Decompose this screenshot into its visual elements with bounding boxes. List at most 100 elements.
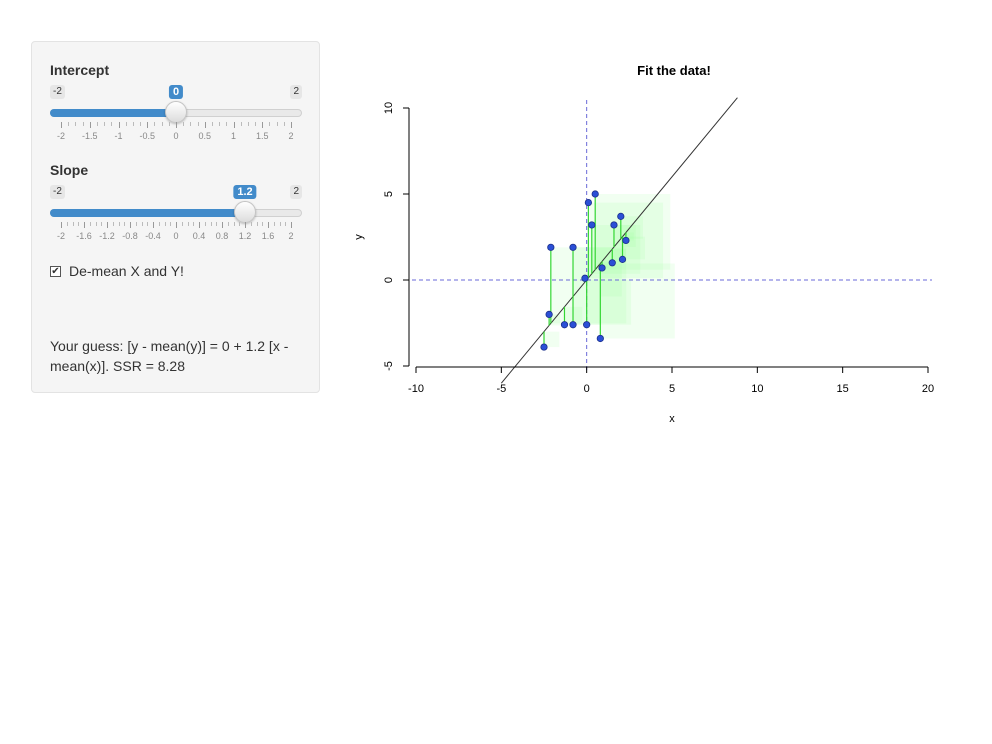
intercept-slider-major-tick: [118, 122, 120, 128]
intercept-slider-tick-label: -1: [114, 131, 123, 141]
x-tick-label: -5: [496, 383, 506, 395]
data-point: [617, 212, 625, 220]
slope-slider-major-tick: [199, 222, 200, 228]
slope-slider-tick-label: 0.8: [215, 231, 229, 241]
intercept-slider-handle[interactable]: [165, 101, 187, 123]
sidebar-panel: Intercept -2 2 0 -2 -1.5 -1 -0.5 0 0.5 1 1.5 2 S…: [31, 41, 320, 393]
slope-slider-minor-tick: [78, 222, 80, 226]
slope-slider-minor-tick: [193, 222, 195, 226]
x-tick-label: 0: [584, 383, 590, 395]
intercept-slider-major-tick: [291, 122, 292, 128]
intercept-slider-tick-label: -0.5: [139, 131, 156, 141]
slope-slider-minor-tick: [216, 222, 218, 226]
slope-slider-fill: [50, 209, 245, 217]
slope-slider-major-tick: [245, 222, 246, 228]
intercept-slider-minor-tick: [190, 122, 192, 126]
x-tick-label: -10: [408, 383, 424, 395]
slope-slider-minor-tick: [187, 222, 189, 226]
intercept-min-label: -2: [50, 85, 65, 99]
intercept-slider-major-tick: [147, 122, 149, 128]
slope-slider-minor-tick: [262, 222, 264, 226]
slope-slider-minor-tick: [210, 222, 212, 226]
slope-slider-minor-tick: [164, 222, 166, 226]
data-point: [540, 343, 548, 351]
slope-slider-major-tick: [61, 222, 62, 228]
slope-slider-tick-label: 1.2: [238, 231, 252, 241]
y-tick-label: 0: [383, 277, 395, 283]
data-point: [588, 221, 596, 229]
slope-slider-minor-tick: [66, 222, 68, 226]
residual-square: [595, 194, 671, 270]
slope-slider-minor-tick: [285, 222, 287, 226]
intercept-slider-minor-tick: [68, 122, 70, 126]
slope-slider-minor-tick: [250, 222, 252, 226]
slope-slider-major-tick: [222, 222, 223, 228]
intercept-slider-minor-tick: [161, 122, 163, 126]
slope-slider-minor-tick: [95, 222, 97, 226]
data-point: [584, 199, 592, 207]
slope-slider-minor-tick: [227, 222, 229, 226]
demean-checkbox[interactable]: ✔: [50, 265, 61, 277]
x-tick-label: 20: [922, 383, 934, 395]
intercept-slider-minor-tick: [276, 122, 278, 126]
intercept-slider-minor-tick: [226, 122, 228, 126]
slope-slider-major-tick: [130, 222, 131, 228]
data-point: [581, 274, 589, 282]
data-point: [583, 321, 591, 329]
residual-square: [600, 263, 675, 339]
data-point: [596, 334, 604, 343]
intercept-slider-minor-tick: [247, 122, 249, 126]
slope-slider-tick-label: 2: [288, 231, 294, 241]
residual-square: [586, 280, 632, 325]
slope-slider[interactable]: -2 2 1.2 -2 -1.6 -1.2 -0.8 -0.4 0 0.4 0.8 1.2 1.6…: [50, 185, 302, 245]
intercept-max-label: 2: [290, 85, 302, 99]
x-tick-label: 15: [837, 383, 849, 395]
demean-checkbox-row[interactable]: ✔ De-mean X and Y!: [50, 263, 184, 279]
slope-slider-minor-tick: [124, 222, 126, 226]
intercept-value-bubble: 0: [168, 85, 184, 99]
intercept-slider-minor-tick: [211, 122, 213, 126]
intercept-slider-minor-tick: [219, 122, 221, 126]
slope-slider-tick-label: -0.8: [122, 231, 138, 241]
residual-square: [573, 247, 622, 297]
intercept-label: Intercept: [50, 62, 110, 78]
residual-square: [613, 224, 636, 247]
data-point: [569, 321, 577, 329]
intercept-slider-minor-tick: [240, 122, 242, 126]
slope-slider-minor-tick: [101, 222, 103, 226]
slope-slider-minor-tick: [89, 222, 91, 226]
intercept-slider-minor-tick: [125, 122, 127, 126]
slope-slider-handle[interactable]: [234, 201, 256, 223]
intercept-slider-major-tick: [176, 122, 177, 128]
residual-square: [549, 314, 561, 326]
data-point: [608, 259, 616, 267]
slope-slider-major-tick: [176, 222, 177, 228]
residual-square: [544, 331, 560, 348]
intercept-slider-tick-label: -2: [56, 131, 66, 141]
x-tick-label: 10: [751, 383, 763, 395]
slope-slider-tick-label: -1.6: [76, 231, 92, 241]
demean-checkbox-label: De-mean X and Y!: [69, 263, 184, 279]
slope-slider-minor-tick: [239, 222, 241, 226]
intercept-slider-tick-label: -1.5: [81, 131, 98, 141]
intercept-slider-minor-tick: [154, 122, 156, 126]
slope-slider-major-tick: [153, 222, 154, 228]
slope-slider-minor-tick: [141, 222, 143, 226]
intercept-slider-minor-tick: [82, 122, 84, 126]
x-axis-label: x: [669, 413, 675, 425]
slope-slider-tick-label: -0.4: [145, 231, 161, 241]
slope-slider-major-tick: [84, 222, 85, 228]
data-point: [569, 243, 577, 251]
chart-title: Fit the data!: [637, 63, 711, 78]
intercept-slider-major-tick: [262, 122, 264, 128]
fit-line: [500, 97, 738, 384]
intercept-slider-minor-tick: [104, 122, 106, 126]
data-point: [545, 310, 553, 318]
y-axis-label: y: [353, 234, 365, 240]
slope-slider-minor-tick: [279, 222, 281, 226]
intercept-slider-tick-label: 1.5: [255, 131, 269, 141]
intercept-slider-minor-tick: [168, 122, 170, 126]
intercept-slider-minor-tick: [132, 122, 134, 126]
y-tick-label: 10: [383, 102, 395, 114]
intercept-slider[interactable]: -2 2 0 -2 -1.5 -1 -0.5 0 0.5 1 1.5 2: [50, 85, 302, 145]
